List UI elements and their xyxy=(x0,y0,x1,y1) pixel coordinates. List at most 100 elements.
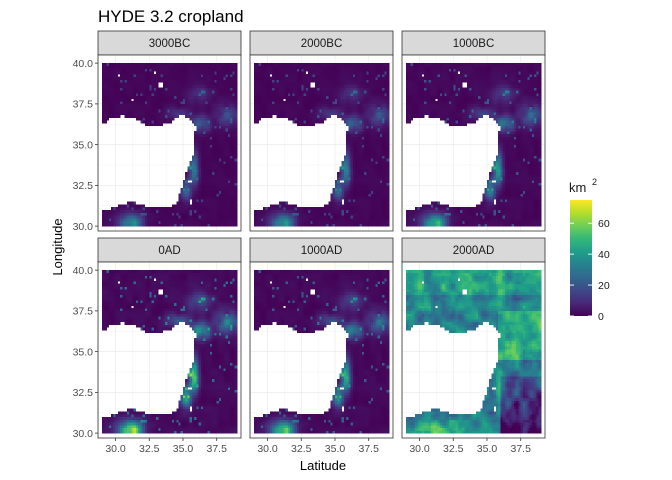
raster-cell xyxy=(339,177,343,181)
raster-cell xyxy=(366,136,370,140)
raster-cell xyxy=(364,160,367,164)
raster-cell xyxy=(180,98,184,102)
raster-cell xyxy=(352,109,356,113)
raster-cell xyxy=(225,155,229,159)
raster-cell xyxy=(214,139,218,143)
raster-cell xyxy=(120,212,123,216)
raster-cell xyxy=(209,76,213,80)
raster-cell xyxy=(160,114,164,118)
raster-cell xyxy=(260,93,264,97)
raster-cell xyxy=(200,68,204,72)
raster-cell xyxy=(274,95,277,99)
raster-cell xyxy=(258,68,262,72)
raster-cell xyxy=(216,76,220,80)
raster-cell xyxy=(142,212,146,216)
raster-cell xyxy=(301,74,304,78)
raster-cell xyxy=(366,177,370,181)
raster-cell xyxy=(350,144,354,148)
raster-cell xyxy=(370,117,374,121)
raster-cell xyxy=(352,209,356,213)
raster-cell xyxy=(198,160,202,164)
raster-cell xyxy=(205,190,209,194)
raster-cell xyxy=(191,106,195,110)
raster-cell xyxy=(117,68,121,72)
raster-cell xyxy=(160,209,164,213)
raster-cell xyxy=(290,68,293,72)
raster-cell xyxy=(384,209,388,213)
raster-cell xyxy=(153,207,157,211)
raster-cell xyxy=(200,182,204,186)
raster-cell xyxy=(218,185,222,189)
raster-cell xyxy=(326,223,329,227)
raster-cell xyxy=(189,212,193,216)
raster-cell xyxy=(357,177,361,181)
raster-cell xyxy=(144,109,148,113)
raster-cell xyxy=(334,112,338,116)
raster-cell xyxy=(162,90,166,94)
raster-cell xyxy=(218,193,222,197)
raster-cell xyxy=(196,190,200,194)
raster-cell xyxy=(323,106,327,110)
raster-cell xyxy=(162,71,166,75)
raster-cell xyxy=(225,193,229,197)
raster-cell xyxy=(305,223,309,227)
raster-cell xyxy=(326,82,329,86)
raster-cell xyxy=(142,82,146,86)
raster-cell xyxy=(200,71,204,75)
raster-cell xyxy=(185,109,188,113)
raster-cell xyxy=(214,215,218,219)
raster-cell xyxy=(317,217,320,222)
raster-cell xyxy=(352,95,356,99)
raster-cell xyxy=(106,117,110,121)
raster-cell xyxy=(182,103,186,107)
raster-cell xyxy=(106,74,110,78)
raster-cell xyxy=(171,101,175,105)
raster-cell xyxy=(312,112,316,116)
raster-cell xyxy=(232,82,236,86)
raster-cell xyxy=(133,201,137,205)
raster-cell xyxy=(160,215,164,219)
raster-cell xyxy=(263,217,266,222)
raster-cell xyxy=(223,141,227,145)
raster-cell xyxy=(408,76,411,80)
raster-cell xyxy=(373,160,376,164)
raster-cell xyxy=(205,188,209,192)
raster-cell xyxy=(223,79,227,83)
raster-cell xyxy=(153,109,157,113)
raster-cell xyxy=(359,95,363,99)
raster-cell xyxy=(377,76,381,80)
raster-cell xyxy=(350,158,354,162)
raster-cell xyxy=(312,74,316,78)
raster-cell xyxy=(147,79,150,83)
raster-cell xyxy=(221,152,224,156)
raster-cell xyxy=(299,95,302,99)
raster-cell xyxy=(191,190,195,194)
raster-cell xyxy=(350,63,354,67)
raster-cell xyxy=(156,106,159,110)
raster-cell xyxy=(200,160,204,164)
raster-cell xyxy=(191,79,195,83)
raster-cell xyxy=(180,106,184,110)
raster-cell xyxy=(167,65,170,69)
raster-cell xyxy=(370,155,374,159)
raster-cell xyxy=(135,63,139,67)
raster-cell xyxy=(126,98,130,102)
raster-cell xyxy=(196,188,200,192)
raster-cell xyxy=(382,133,385,137)
raster-cell xyxy=(292,76,295,80)
raster-cell xyxy=(151,215,155,219)
raster-cell xyxy=(357,90,361,94)
raster-cell xyxy=(198,177,202,181)
raster-cell xyxy=(352,160,356,164)
raster-cell xyxy=(364,136,367,140)
raster-cell xyxy=(174,212,177,216)
raster-cell xyxy=(158,103,161,107)
raster-cell xyxy=(382,193,385,197)
raster-cell xyxy=(352,122,356,126)
raster-cell xyxy=(187,114,191,118)
raster-cell xyxy=(169,93,173,97)
raster-cell xyxy=(113,220,116,224)
raster-cell xyxy=(176,98,179,102)
raster-cell xyxy=(269,79,273,83)
raster-cell xyxy=(108,71,112,75)
